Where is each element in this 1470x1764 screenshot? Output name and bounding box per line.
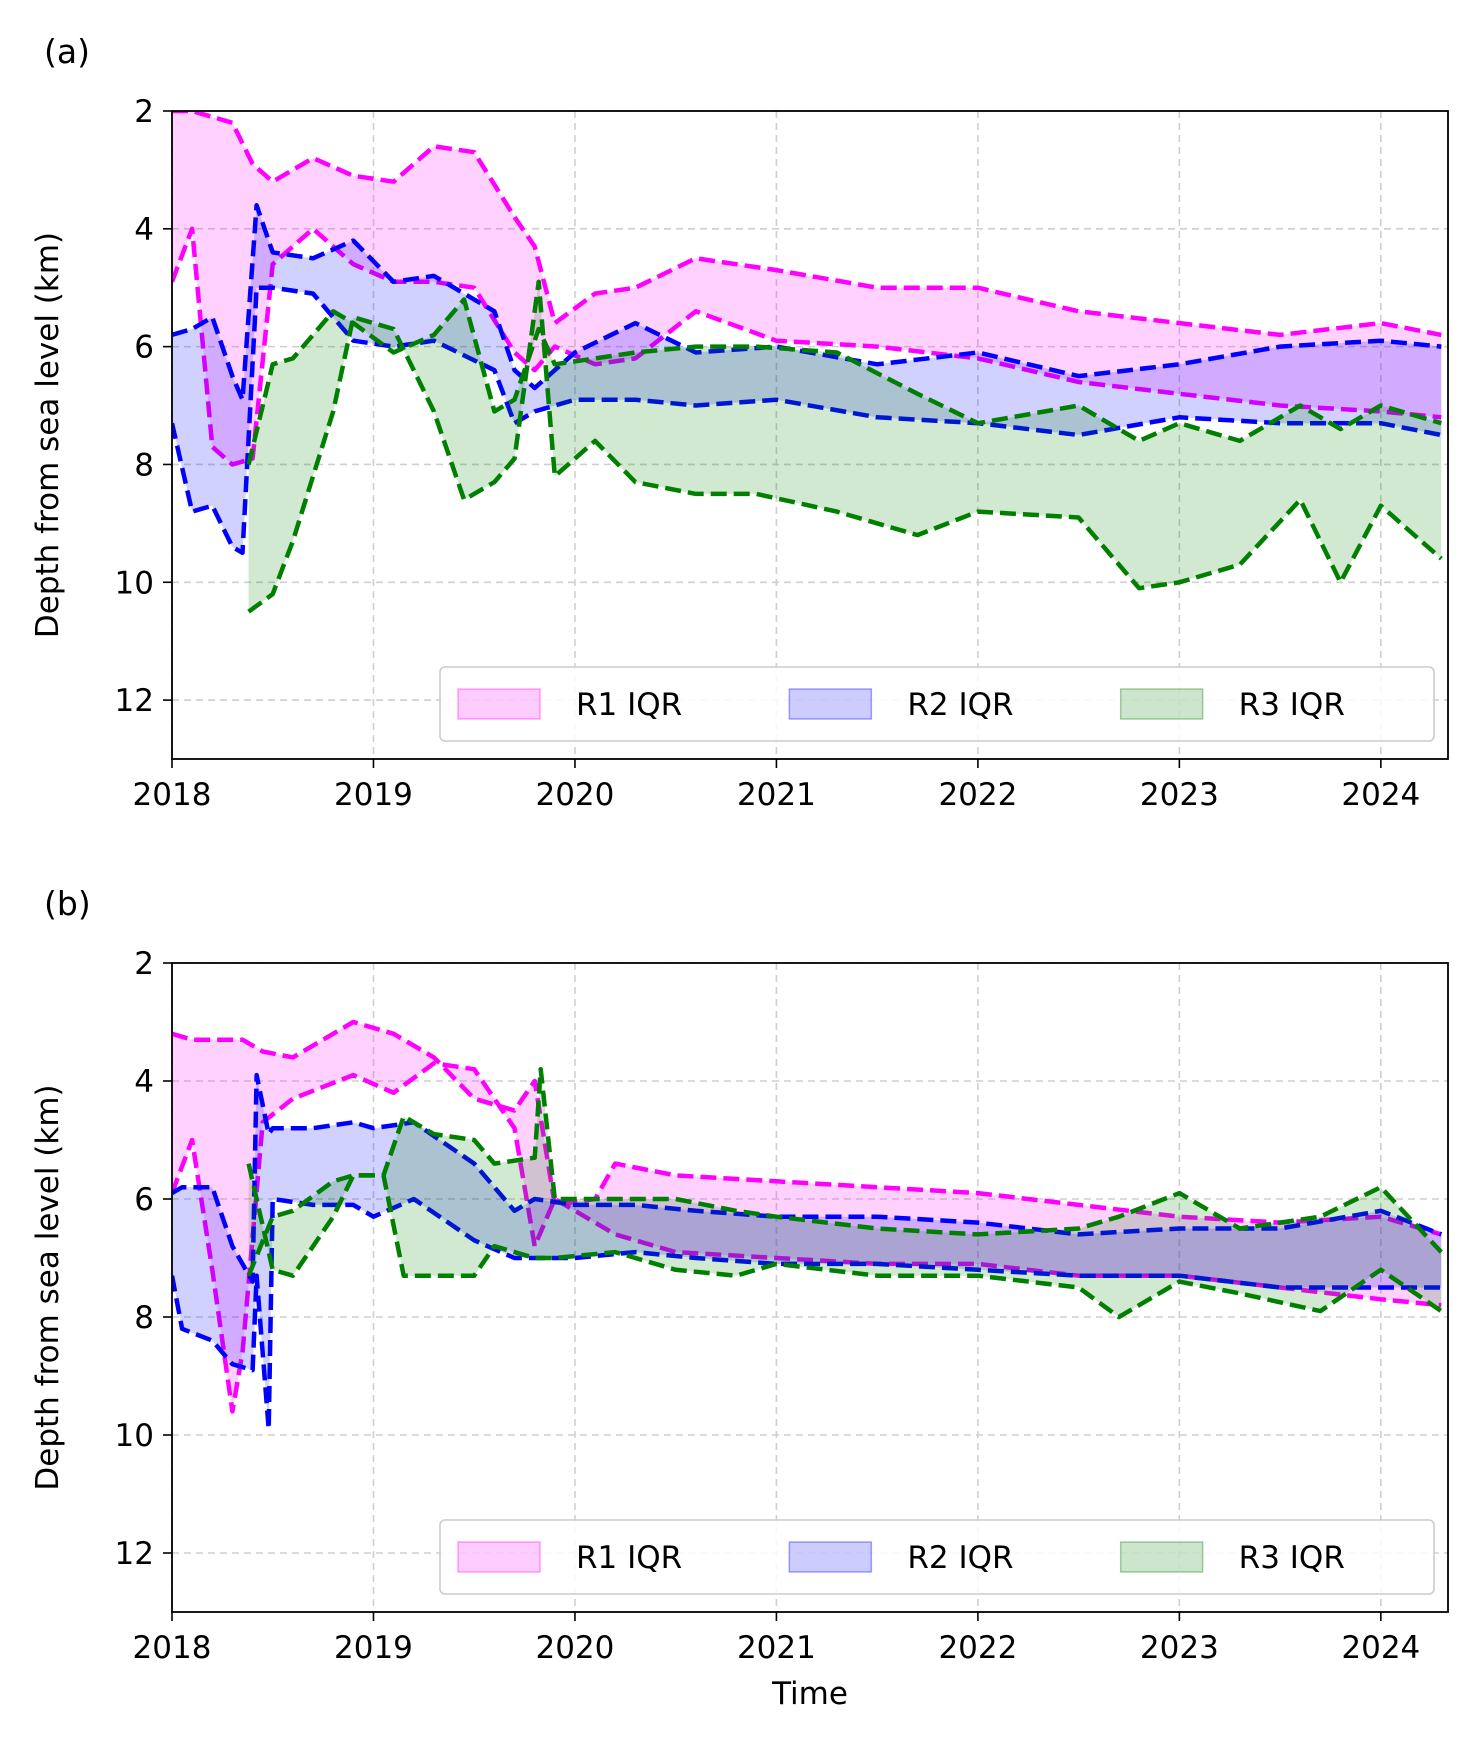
y-tick-label: 4 <box>134 1064 154 1100</box>
y-tick-label: 12 <box>115 1536 154 1572</box>
legend-box <box>439 666 1435 742</box>
x-tick-label: 2019 <box>334 777 413 813</box>
series-3-q1-line <box>246 297 1442 466</box>
y-tick-label: 12 <box>115 683 154 719</box>
x-axis-label: Time <box>771 1676 848 1712</box>
legend-label: R2 IQR <box>907 1540 1013 1576</box>
legend-label: R1 IQR <box>576 687 682 723</box>
series-3-iqr-band <box>248 281 1442 612</box>
panel-label: (b) <box>44 884 91 923</box>
legend-label: R1 IQR <box>576 1540 682 1576</box>
y-tick-label: 2 <box>134 946 154 982</box>
plot-area <box>172 111 1443 614</box>
series-3-q3-line <box>247 279 1443 614</box>
panel-b: 2018 2019 2020 2021 2022 2023 2024 2 4 6 8 10 12 Dept… <box>30 884 1449 1712</box>
y-axis-label: Depth from sea level (km) <box>30 232 66 638</box>
legend-label: R3 IQR <box>1239 687 1345 723</box>
legend: R1 IQR R2 IQR R3 IQR <box>439 666 1435 742</box>
axes-frame <box>171 110 1449 760</box>
y-axis-label: Depth from sea level (km) <box>30 1084 66 1490</box>
legend-swatch <box>457 688 541 720</box>
x-tick-label: 2018 <box>133 1630 212 1666</box>
series-2-iqr-band <box>172 1075 1442 1430</box>
series-1-q1-line <box>172 1019 1442 1237</box>
series-1-iqr-band <box>172 111 1442 465</box>
y-tick-label: 4 <box>134 212 154 248</box>
y-tick-label: 6 <box>134 1182 154 1218</box>
x-tick-label: 2022 <box>938 777 1017 813</box>
series-1-q1-line <box>172 111 1442 338</box>
legend-swatch <box>788 688 873 720</box>
legend: R1 IQR R2 IQR R3 IQR <box>439 1519 1435 1595</box>
series-2-q3-line <box>172 285 1442 556</box>
legend-box <box>439 1519 1435 1595</box>
x-tick-label: 2022 <box>938 1630 1017 1666</box>
axes-frame <box>171 962 1449 1613</box>
x-tick-label: 2019 <box>334 1630 413 1666</box>
plot-area <box>172 1019 1443 1432</box>
x-tick-label: 2023 <box>1140 777 1219 813</box>
y-tick-label: 6 <box>134 330 154 366</box>
panel-a: 2018 2019 2020 2021 2022 2023 2024 2 4 6 8 10 12 Dept… <box>30 32 1449 813</box>
x-tick-label: 2021 <box>737 777 816 813</box>
x-tick-label: 2024 <box>1341 777 1420 813</box>
legend-swatch <box>457 1541 541 1573</box>
panel-label: (a) <box>44 32 90 71</box>
legend-label: R2 IQR <box>907 687 1013 723</box>
y-tick-label: 10 <box>115 565 154 601</box>
legend-swatch <box>1119 688 1204 720</box>
y-tick-label: 8 <box>134 1300 154 1336</box>
x-tick-label: 2021 <box>737 1630 816 1666</box>
series-1-q3-line <box>172 1061 1442 1414</box>
y-tick-label: 2 <box>134 94 154 130</box>
series-3-iqr-band <box>248 1069 1442 1317</box>
series-2-q1-line <box>172 203 1442 402</box>
y-tick-label: 8 <box>134 447 154 483</box>
series-3-q3-line <box>246 1163 1443 1320</box>
legend-swatch <box>1119 1541 1204 1573</box>
legend-swatch <box>788 1541 873 1573</box>
x-tick-label: 2023 <box>1140 1630 1219 1666</box>
legend-label: R3 IQR <box>1239 1540 1345 1576</box>
x-tick-label: 2018 <box>133 777 212 813</box>
series-2-iqr-band <box>172 205 1442 553</box>
x-tick-label: 2020 <box>535 1630 614 1666</box>
series-2-q1-line <box>172 1072 1443 1284</box>
y-tick-label: 10 <box>115 1418 154 1454</box>
series-1-q3-line <box>172 226 1442 467</box>
series-3-q1-line <box>246 1066 1443 1277</box>
x-tick-label: 2020 <box>535 777 614 813</box>
x-tick-label: 2024 <box>1341 1630 1420 1666</box>
